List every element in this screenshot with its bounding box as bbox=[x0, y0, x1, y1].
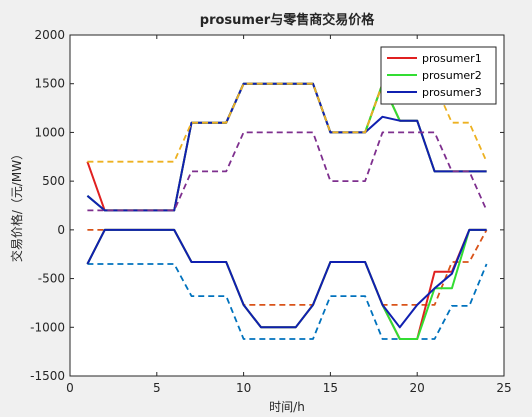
legend-label: prosumer3 bbox=[422, 86, 482, 99]
legend: prosumer1 prosumer2 prosumer3 bbox=[380, 46, 497, 105]
legend-label: prosumer1 bbox=[422, 52, 482, 65]
y-tick-label: -500 bbox=[38, 272, 65, 286]
x-tick-label: 10 bbox=[236, 381, 251, 395]
x-tick-label: 20 bbox=[410, 381, 425, 395]
y-tick-label: 500 bbox=[42, 174, 65, 188]
y-tick-label: -1500 bbox=[30, 369, 65, 383]
x-tick-label: 5 bbox=[153, 381, 161, 395]
y-tick-label: 1500 bbox=[34, 77, 65, 91]
plot-frame bbox=[69, 34, 505, 377]
chart-title: prosumer与零售商交易价格 bbox=[200, 12, 375, 28]
legend-label: prosumer2 bbox=[422, 69, 482, 82]
x-axis-label: 时间/h bbox=[269, 400, 305, 414]
series-line-10 bbox=[86, 228, 487, 329]
series-line-5 bbox=[87, 131, 488, 212]
x-tick-label: 0 bbox=[66, 381, 74, 395]
y-tick-label: 2000 bbox=[34, 28, 65, 42]
y-tick-label: 1000 bbox=[34, 125, 65, 139]
x-tick-label: 15 bbox=[323, 381, 338, 395]
y-tick-label: 0 bbox=[57, 223, 65, 237]
axes-layer: 0 5 10 15 20 25 -1500 -1000 -500 0 500 1000 1500 2000 bbox=[30, 28, 512, 395]
x-tick-label: 25 bbox=[496, 381, 511, 395]
y-tick-label: -1000 bbox=[30, 320, 65, 334]
y-axis-label: 交易价格/（元/MW） bbox=[9, 148, 24, 262]
